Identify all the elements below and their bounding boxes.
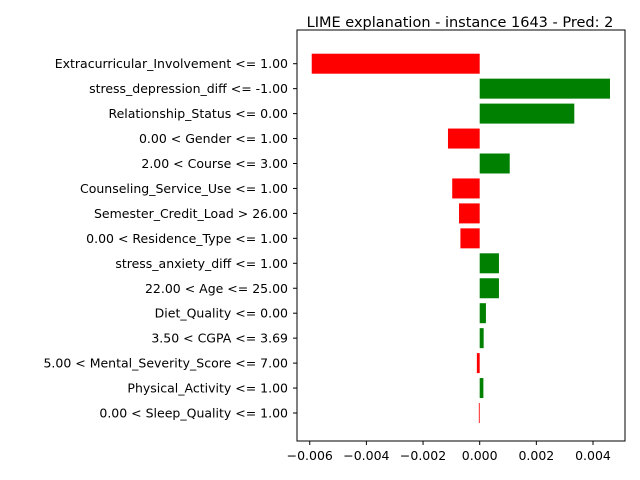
x-tick-label-2: −0.002 — [400, 448, 446, 463]
bar-14 — [478, 403, 480, 423]
bar-5 — [452, 178, 480, 199]
bar-1 — [479, 78, 610, 99]
x-tick-label-4: 0.002 — [518, 448, 554, 463]
y-tick-label-14: 0.00 < Sleep_Quality <= 1.00 — [99, 406, 288, 421]
y-tick-label-7: 0.00 < Residence_Type <= 1.00 — [86, 231, 288, 246]
y-tick-label-13: Physical_Activity <= 1.00 — [127, 381, 288, 396]
bar-0 — [311, 53, 480, 74]
bar-4 — [479, 153, 510, 174]
y-tick-label-0: Extracurricular_Involvement <= 1.00 — [55, 56, 288, 71]
y-tick-label-5: Counseling_Service_Use <= 1.00 — [80, 181, 288, 196]
bar-7 — [460, 228, 480, 249]
x-tick-label-1: −0.004 — [343, 448, 389, 463]
y-tick-label-4: 2.00 < Course <= 3.00 — [141, 156, 288, 171]
y-tick-label-9: 22.00 < Age <= 25.00 — [145, 281, 288, 296]
y-tick-label-10: Diet_Quality <= 0.00 — [155, 306, 288, 321]
y-tick-label-1: stress_depression_diff <= -1.00 — [89, 81, 288, 96]
bar-9 — [479, 278, 499, 299]
bars-group — [311, 53, 610, 423]
y-tick-label-3: 0.00 < Gender <= 1.00 — [139, 131, 288, 146]
bar-3 — [447, 128, 480, 149]
bar-8 — [479, 253, 499, 274]
y-tick-label-6: Semester_Credit_Load > 26.00 — [94, 206, 288, 221]
bar-13 — [479, 378, 484, 399]
bar-6 — [459, 203, 480, 224]
y-tick-label-8: stress_anxiety_diff <= 1.00 — [115, 256, 288, 271]
y-tick-label-11: 3.50 < CGPA <= 3.69 — [151, 331, 288, 346]
bar-12 — [476, 353, 480, 374]
chart-title: LIME explanation - instance 1643 - Pred:… — [307, 15, 614, 31]
y-tick-labels: Extracurricular_Involvement <= 1.00 stres… — [43, 56, 297, 421]
bar-2 — [479, 103, 575, 124]
x-tick-label-0: −0.006 — [287, 448, 333, 463]
x-tick-label-3: 0.000 — [462, 448, 498, 463]
bar-11 — [479, 328, 484, 349]
y-tick-label-2: Relationship_Status <= 0.00 — [108, 106, 288, 121]
x-tick-label-5: 0.004 — [575, 448, 611, 463]
x-tick-labels: −0.006 −0.004 −0.002 0.000 0.002 0.004 — [287, 441, 611, 463]
y-tick-label-12: 5.00 < Mental_Severity_Score <= 7.00 — [43, 356, 288, 371]
plot-frame — [296, 29, 626, 442]
bar-10 — [479, 303, 486, 324]
